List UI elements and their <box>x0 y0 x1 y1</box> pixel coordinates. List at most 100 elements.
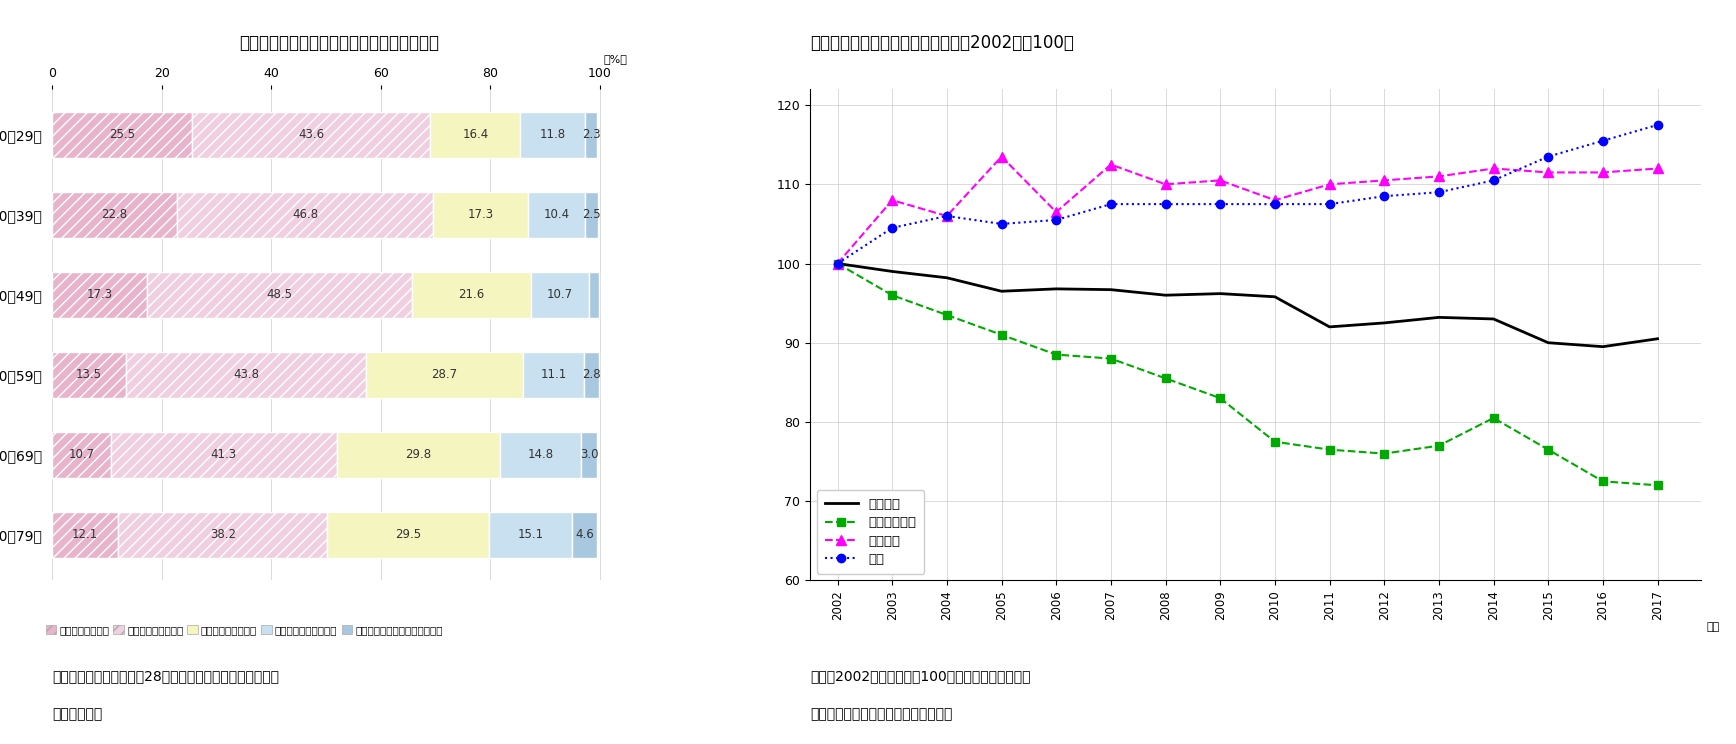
保健医療 <box>1538 168 1559 177</box>
Text: （注）2002年の支出額を100として指数化したもの: （注）2002年の支出額を100として指数化したもの <box>811 670 1031 684</box>
通信 <box>1647 121 1668 129</box>
保健医療 <box>1319 180 1340 189</box>
保健医療 <box>991 152 1012 161</box>
消費支出 <box>1592 342 1613 351</box>
保健医療 <box>1373 176 1394 185</box>
Bar <box>52 432 111 478</box>
通信 <box>1592 136 1613 145</box>
通信 <box>936 211 957 220</box>
Text: 16.4: 16.4 <box>462 128 488 141</box>
Bar <box>413 272 531 318</box>
Bar <box>500 432 582 478</box>
Text: 43.8: 43.8 <box>233 368 259 381</box>
Text: 17.3: 17.3 <box>87 288 113 301</box>
Text: 29.8: 29.8 <box>404 449 432 461</box>
Text: 12.1: 12.1 <box>73 528 99 542</box>
Text: 29.5: 29.5 <box>396 528 422 542</box>
被服及び履物 <box>1319 445 1340 454</box>
被服及び履物 <box>1264 437 1285 446</box>
Bar <box>52 512 118 558</box>
Bar <box>52 112 191 158</box>
通信 <box>991 219 1012 228</box>
保健医療 <box>1429 172 1450 181</box>
消費支出 <box>936 273 957 282</box>
通信 <box>1045 216 1066 225</box>
Line: 被服及び履物: 被服及び履物 <box>833 260 1661 490</box>
Text: 41.3: 41.3 <box>210 449 236 461</box>
Bar <box>521 112 585 158</box>
通信 <box>1154 199 1175 208</box>
被服及び履物 <box>1045 350 1066 359</box>
通信 <box>1373 192 1394 201</box>
被服及び履物 <box>1429 441 1450 450</box>
Bar <box>337 432 500 478</box>
通信 <box>1101 199 1121 208</box>
保健医療 <box>1264 196 1285 205</box>
Text: 図表６　「買い物が好き」と答えた人の割合: 図表６ 「買い物が好き」と答えた人の割合 <box>240 34 439 52</box>
消費支出 <box>1483 315 1503 324</box>
消費支出 <box>991 286 1012 295</box>
消費支出 <box>1264 292 1285 301</box>
Text: 21.6: 21.6 <box>458 288 484 301</box>
Bar <box>148 272 413 318</box>
消費支出 <box>1538 339 1559 347</box>
消費支出 <box>1154 291 1175 300</box>
Text: 14.8: 14.8 <box>528 449 554 461</box>
Bar <box>571 512 597 558</box>
被服及び履物 <box>991 330 1012 339</box>
Text: 46.8: 46.8 <box>292 208 318 221</box>
Text: 22.8: 22.8 <box>101 208 127 221</box>
消費支出 <box>826 259 847 268</box>
Legend: かなり当てはまる, ある程度当てはまる, どちらともいえない, あまり当てはまらない, ほとんど・全く当てはまらない: かなり当てはまる, ある程度当てはまる, どちらともいえない, あまり当てはまら… <box>45 625 443 635</box>
Bar <box>52 192 177 238</box>
Bar <box>583 352 599 398</box>
消費支出 <box>1101 285 1121 294</box>
Text: 10.7: 10.7 <box>547 288 573 301</box>
被服及び履物 <box>1647 481 1668 490</box>
保健医療 <box>936 211 957 220</box>
被服及び履物 <box>826 259 847 268</box>
Bar <box>528 192 585 238</box>
保健医療 <box>1210 176 1231 185</box>
Bar <box>582 432 597 478</box>
被服及び履物 <box>1373 449 1394 458</box>
Bar <box>585 192 599 238</box>
Legend: 消費支出, 被服及び履物, 保健医療, 通信: 消費支出, 被服及び履物, 保健医療, 通信 <box>818 490 924 574</box>
保健医療 <box>1101 160 1121 169</box>
Bar <box>52 352 127 398</box>
保健医療 <box>1154 180 1175 189</box>
Line: 通信: 通信 <box>833 121 1661 268</box>
Bar <box>531 272 589 318</box>
Text: （資料）総務省「家計調査」より作成: （資料）総務省「家計調査」より作成 <box>811 707 953 721</box>
Text: 48.5: 48.5 <box>267 288 293 301</box>
Line: 保健医療: 保健医療 <box>833 152 1663 269</box>
Text: 28.7: 28.7 <box>431 368 457 381</box>
消費支出 <box>1319 322 1340 331</box>
通信 <box>1429 187 1450 196</box>
Text: 2.8: 2.8 <box>582 368 601 381</box>
Text: 3.0: 3.0 <box>580 449 599 461</box>
Text: 11.8: 11.8 <box>540 128 566 141</box>
Text: 15.1: 15.1 <box>517 528 543 542</box>
通信 <box>1264 199 1285 208</box>
Text: 作成: 作成 <box>52 707 102 721</box>
消費支出 <box>1647 334 1668 343</box>
被服及び履物 <box>1210 394 1231 403</box>
Bar <box>191 112 431 158</box>
Text: 年）: 年） <box>1706 622 1720 632</box>
通信 <box>1538 152 1559 161</box>
Text: 10.4: 10.4 <box>543 208 569 221</box>
Bar <box>328 512 490 558</box>
通信 <box>826 259 847 268</box>
Bar <box>589 272 599 318</box>
Text: （%）: （%） <box>602 54 627 64</box>
Bar <box>118 512 328 558</box>
消費支出 <box>882 267 903 276</box>
Text: 2.5: 2.5 <box>582 208 601 221</box>
通信 <box>1483 176 1503 185</box>
消費支出 <box>1210 289 1231 298</box>
Bar <box>127 352 366 398</box>
Text: 38.2: 38.2 <box>210 528 236 542</box>
保健医療 <box>1045 208 1066 217</box>
Bar <box>490 512 571 558</box>
